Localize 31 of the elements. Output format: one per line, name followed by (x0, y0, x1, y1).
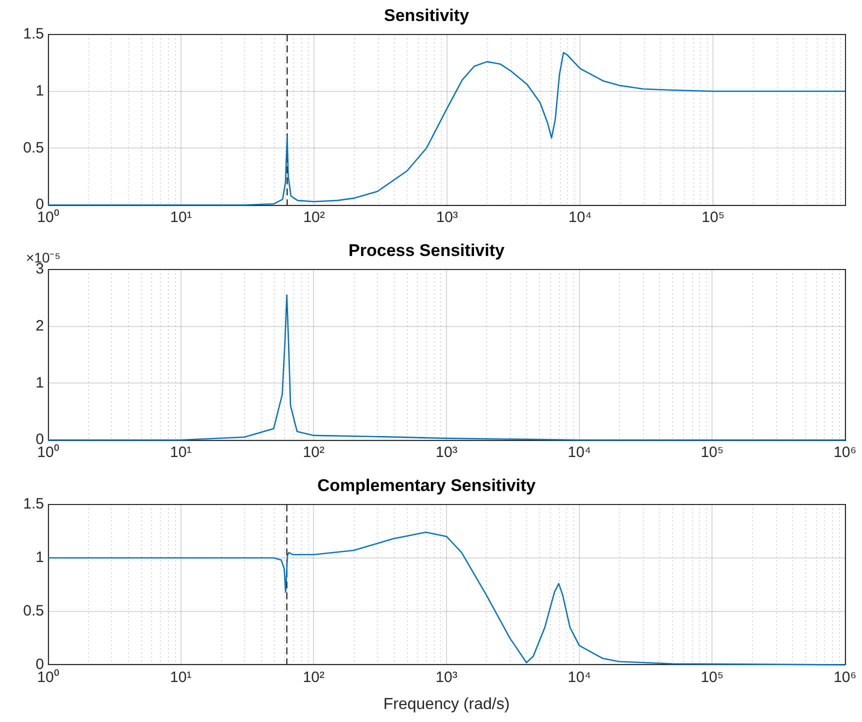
x-tick-label: 10² (303, 209, 325, 226)
x-tick-label: 10³ (436, 668, 458, 686)
y-tick-label: 1.5 (23, 496, 44, 513)
x-tick-label: 10¹ (170, 209, 192, 226)
x-tick-label: 10⁰ (37, 444, 59, 462)
chart-title: Process Sensitivity (348, 240, 505, 260)
x-tick-label: 10⁴ (568, 444, 591, 462)
x-tick-label: 10⁵ (700, 444, 724, 462)
x-tick-label: 10⁵ (702, 209, 725, 226)
y-tick-label: 1.5 (23, 26, 44, 43)
y-tick-label: 1 (36, 374, 44, 392)
x-tick-label: 10⁶ (834, 668, 856, 686)
x-tick-label: 10¹ (170, 668, 192, 686)
x-tick-label: 10³ (436, 444, 458, 462)
x-axis-title: Frequency (rad/s) (383, 696, 510, 713)
chart-title: Complementary Sensitivity (317, 476, 536, 495)
x-tick-label: 10⁴ (568, 209, 592, 226)
x-tick-label: 10¹ (170, 444, 192, 462)
x-tick-label: 10⁵ (700, 668, 724, 686)
y-tick-label: 0.5 (23, 139, 44, 156)
y-tick-label: 2 (36, 317, 44, 334)
x-tick-label: 10⁴ (568, 668, 591, 686)
y-tick-label: 1 (36, 549, 44, 566)
y-tick-label: 0.5 (23, 602, 44, 620)
x-tick-label: 10² (302, 668, 325, 686)
x-tick-label: 10⁶ (834, 444, 856, 462)
x-tick-label: 10² (302, 444, 325, 462)
y-tick-label: 1 (36, 82, 44, 100)
x-tick-label: 10³ (436, 209, 458, 226)
chart-title: Sensitivity (384, 6, 470, 25)
x-tick-label: 10⁰ (37, 209, 59, 226)
